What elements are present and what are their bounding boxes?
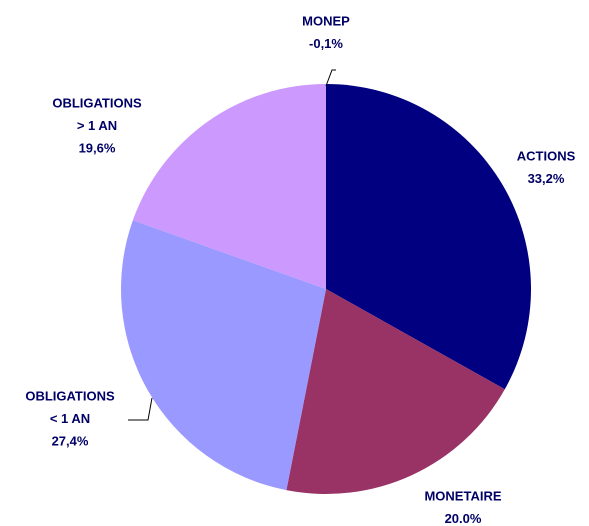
pie-slice bbox=[120, 220, 326, 491]
slice-value-label: 20.0% bbox=[445, 511, 482, 526]
slice-label: > 1 AN bbox=[77, 118, 117, 133]
pie-slice bbox=[132, 84, 326, 289]
slice-value-label: 33,2% bbox=[528, 171, 565, 186]
pie-slice bbox=[286, 289, 505, 495]
slice-value-label: 27,4% bbox=[52, 433, 89, 448]
slice-label: MONEP bbox=[302, 13, 350, 28]
slice-value-label: 19,6% bbox=[79, 140, 116, 155]
slice-label: MONETAIRE bbox=[424, 488, 501, 503]
leader-line bbox=[128, 397, 153, 421]
slice-label: < 1 AN bbox=[50, 411, 90, 426]
slice-label: ACTIONS bbox=[517, 148, 576, 163]
leader-line bbox=[325, 69, 336, 87]
slice-value-label: -0,1% bbox=[309, 36, 343, 51]
pie-slice bbox=[326, 84, 531, 390]
slice-label: OBLIGATIONS bbox=[52, 95, 142, 110]
slice-label: OBLIGATIONS bbox=[25, 388, 115, 403]
